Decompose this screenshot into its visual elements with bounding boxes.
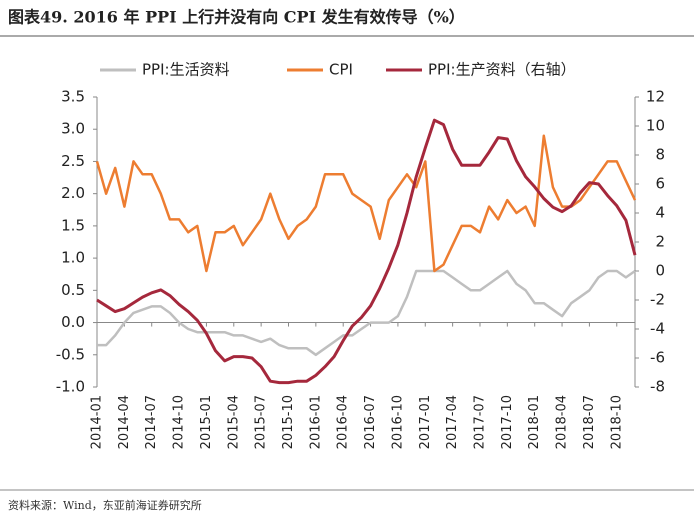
y2-tick-label: -8	[650, 378, 665, 396]
y2-tick-label: 2	[655, 233, 665, 251]
x-tick-label: 2014-01	[90, 395, 105, 449]
y-tick-label: 1.5	[61, 216, 85, 234]
y-tick-label: 2.0	[61, 184, 85, 202]
x-tick-label: 2015-07	[254, 395, 269, 449]
y-tick-label: 3.0	[61, 120, 85, 138]
x-tick-label: 2016-10	[390, 395, 405, 449]
y-tick-label: 1.0	[61, 249, 85, 267]
x-tick-label: 2016-07	[363, 395, 378, 449]
x-tick-label: 2018-10	[609, 395, 624, 449]
y-tick-label: 0.0	[61, 313, 85, 331]
x-tick-label: 2017-01	[418, 395, 433, 449]
y2-tick-label: -2	[650, 291, 665, 309]
x-tick-label: 2016-01	[308, 395, 323, 449]
x-tick-label: 2015-01	[199, 395, 214, 449]
y2-tick-label: 10	[646, 117, 665, 135]
x-tick-label: 2014-10	[172, 395, 187, 449]
y2-tick-label: 12	[646, 88, 665, 106]
x-tick-label: 2018-04	[555, 395, 570, 449]
x-tick-label: 2017-04	[445, 395, 460, 449]
y2-tick-label: 8	[655, 146, 665, 164]
y2-tick-label: -4	[650, 320, 665, 338]
chart-title: 图表49. 2016 年 PPI 上行并没有向 CPI 发生有效传导（%）	[8, 8, 465, 27]
x-tick-label: 2016-04	[336, 395, 351, 449]
y2-tick-label: 0	[655, 262, 665, 280]
series-line	[95, 134, 637, 273]
legend-label: PPI:生产资料（右轴）	[428, 61, 576, 79]
y-tick-label: 2.5	[61, 152, 85, 170]
y-tick-label: -0.5	[56, 345, 85, 363]
x-tick-label: 2015-10	[281, 395, 296, 449]
y-tick-label: 3.5	[61, 88, 85, 106]
x-tick-label: 2017-07	[472, 395, 487, 449]
x-tick-label: 2015-04	[226, 395, 241, 449]
series-line	[96, 118, 637, 385]
x-tick-label: 2014-07	[144, 395, 159, 449]
y2-tick-label: -6	[650, 349, 665, 367]
series-line	[97, 269, 636, 357]
legend-label: CPI	[329, 61, 353, 79]
x-tick-label: 2018-07	[582, 395, 597, 449]
x-tick-label: 2017-10	[500, 395, 515, 449]
legend-label: PPI:生活资料	[142, 61, 230, 79]
x-tick-label: 2018-01	[527, 395, 542, 449]
x-tick-label: 2014-04	[117, 395, 132, 449]
y-tick-label: 0.5	[61, 281, 85, 299]
y2-tick-label: 6	[655, 175, 665, 193]
source: 资料来源：Wind，东亚前海证券研究所	[8, 498, 202, 512]
y-tick-label: -1.0	[56, 378, 85, 396]
y2-tick-label: 4	[655, 204, 665, 222]
